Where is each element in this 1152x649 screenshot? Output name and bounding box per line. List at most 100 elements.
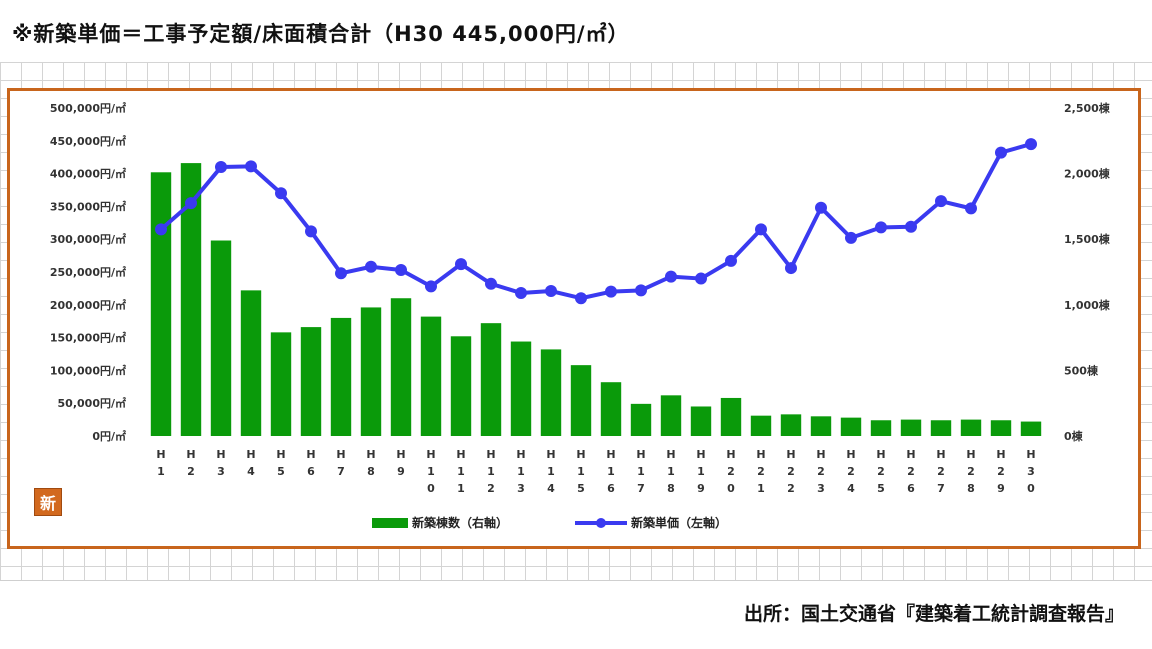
left-axis-tick-label: 0円/㎡ (92, 429, 126, 443)
x-axis-tick-label: H (816, 448, 825, 461)
line-point (635, 284, 647, 297)
bar (270, 332, 292, 436)
x-axis-tick-label: 2 (727, 465, 735, 478)
x-axis-tick-label: 3 (817, 482, 825, 495)
line-point (845, 231, 857, 244)
bar (360, 307, 382, 436)
line-point (425, 280, 437, 293)
x-axis-tick-label: H (216, 448, 225, 461)
x-axis-tick-label: H (246, 448, 255, 461)
x-axis-tick-label: 4 (847, 482, 855, 495)
right-axis-tick-label: 1,500棟 (1064, 232, 1111, 246)
x-axis-tick-label: 1 (697, 465, 705, 478)
x-axis-tick-label: 1 (757, 482, 765, 495)
bar (990, 420, 1012, 436)
bar (600, 382, 622, 436)
bar (480, 323, 502, 436)
x-axis-tick-label: 2 (847, 465, 855, 478)
line-point (995, 146, 1007, 159)
x-axis-tick-label: 2 (877, 465, 885, 478)
x-axis-tick-label: 1 (547, 465, 555, 478)
line-point (1025, 138, 1037, 151)
x-axis-tick-label: 2 (997, 465, 1005, 478)
left-axis-tick-label: 200,000円/㎡ (50, 298, 126, 312)
line-point (335, 267, 347, 280)
bar (660, 395, 682, 436)
x-axis-tick-label: 9 (697, 482, 705, 495)
x-axis-tick-label: 2 (757, 465, 765, 478)
x-axis-tick-label: 2 (907, 465, 915, 478)
x-axis-tick-label: H (156, 448, 165, 461)
bar (900, 419, 922, 436)
x-axis-tick-label: 5 (277, 465, 285, 478)
x-axis-tick-label: 1 (517, 465, 525, 478)
line-point (785, 262, 797, 275)
bar (390, 298, 412, 436)
footer-band: 出所：国土交通省『建築着工統計調査報告』 (0, 580, 1152, 649)
x-axis-tick-label: H (786, 448, 795, 461)
line-point (185, 197, 197, 210)
right-axis-tick-label: 0棟 (1064, 429, 1084, 443)
x-axis-tick-label: 5 (577, 482, 585, 495)
x-axis-tick-label: 6 (607, 482, 615, 495)
bar (450, 336, 472, 436)
bar (510, 341, 532, 436)
bar (540, 349, 562, 436)
x-axis-tick-label: H (396, 448, 405, 461)
line-point (305, 225, 317, 238)
x-axis-tick-label: 2 (817, 465, 825, 478)
x-axis-tick-label: 9 (397, 465, 405, 478)
x-axis-tick-label: H (186, 448, 195, 461)
x-axis-tick-label: 1 (457, 465, 465, 478)
x-axis-tick-label: 1 (487, 465, 495, 478)
x-axis-tick-label: 5 (877, 482, 885, 495)
x-axis-tick-label: H (546, 448, 555, 461)
line-point (155, 223, 167, 236)
legend-swatch-marker (596, 518, 606, 528)
x-axis-tick-label: 2 (787, 465, 795, 478)
left-axis-tick-label: 350,000円/㎡ (50, 199, 126, 213)
line-point (695, 272, 707, 285)
left-axis-tick-label: 50,000円/㎡ (58, 396, 126, 410)
x-axis-tick-label: 8 (667, 482, 675, 495)
x-axis-tick-label: H (576, 448, 585, 461)
x-axis-tick-label: H (456, 448, 465, 461)
line-point (395, 264, 407, 277)
logo-badge: 新 (34, 488, 62, 516)
left-axis-tick-label: 450,000円/㎡ (50, 134, 126, 148)
x-axis-tick-label: 1 (637, 465, 645, 478)
x-axis-tick-label: H (306, 448, 315, 461)
x-axis-tick-label: 1 (457, 482, 465, 495)
x-axis-tick-label: H (996, 448, 1005, 461)
x-axis-tick-label: H (966, 448, 975, 461)
x-axis-tick-label: 2 (967, 465, 975, 478)
line-point (605, 285, 617, 298)
x-axis-tick-label: 6 (907, 482, 915, 495)
x-axis-tick-label: H (756, 448, 765, 461)
x-axis-tick-label: 1 (157, 465, 165, 478)
line-point (905, 220, 917, 233)
line-point (545, 285, 557, 298)
line-point (515, 286, 527, 299)
x-axis-tick-label: 2 (187, 465, 195, 478)
x-axis-tick-label: H (726, 448, 735, 461)
left-axis-tick-label: 400,000円/㎡ (50, 167, 126, 181)
x-axis-tick-label: 1 (577, 465, 585, 478)
x-axis-tick-label: 2 (787, 482, 795, 495)
right-axis-tick-label: 1,000棟 (1064, 298, 1111, 312)
bar (240, 290, 262, 436)
x-axis-tick-label: 1 (667, 465, 675, 478)
bar (300, 327, 322, 436)
right-axis-tick-label: 2,500棟 (1064, 101, 1111, 115)
line-point (455, 258, 467, 271)
line-point (365, 260, 377, 273)
line-point (815, 201, 827, 214)
line-point (755, 223, 767, 236)
left-axis-tick-label: 100,000円/㎡ (50, 363, 126, 377)
x-axis-tick-label: H (276, 448, 285, 461)
legend-swatch-bar (372, 518, 408, 528)
bar (1020, 421, 1042, 436)
left-axis-tick-label: 300,000円/㎡ (50, 232, 126, 246)
bar (840, 417, 862, 436)
